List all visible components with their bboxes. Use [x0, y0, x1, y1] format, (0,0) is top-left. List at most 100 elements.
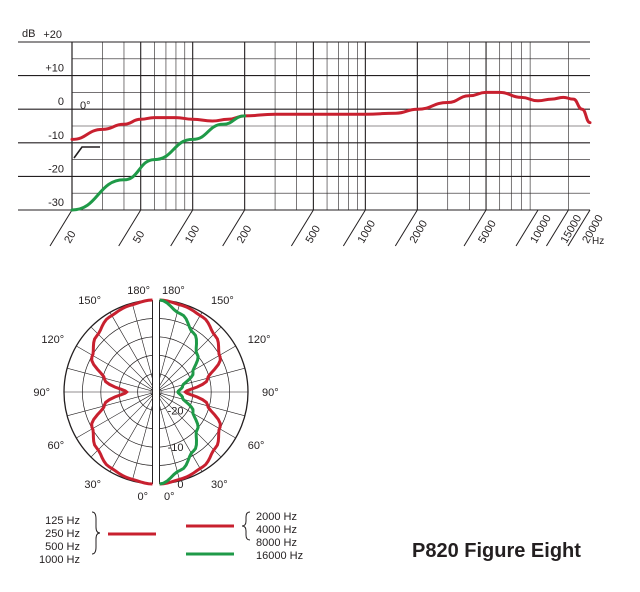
polar-series	[90, 298, 222, 486]
x-tick-label: 50	[131, 229, 148, 246]
legend-brace-left	[91, 511, 101, 555]
polar-spoke	[109, 397, 153, 472]
inset-angle-label: 0°	[80, 100, 91, 112]
polar-angle-label: 60°	[248, 440, 265, 452]
response-series-red	[70, 90, 592, 141]
x-tick-label: 1000	[356, 218, 379, 245]
x-tick-slant	[170, 209, 194, 247]
polar-spoke	[159, 393, 236, 439]
polar-angle-label: 60°	[48, 440, 65, 452]
x-tick-slant	[515, 209, 539, 247]
x-tick: 500	[304, 224, 324, 246]
polar-spoke	[109, 312, 153, 387]
y-tick-label: -10	[48, 130, 64, 142]
polar-spoke	[90, 326, 153, 389]
x-tick: 50	[131, 229, 148, 246]
response-inset: 0°	[73, 100, 100, 159]
x-tick-label: 5000	[476, 218, 499, 245]
x-tick-label: 200	[235, 224, 255, 246]
polar-curve-right-green	[159, 298, 200, 486]
polar-spoke	[67, 392, 153, 417]
polar-angle-label: 90°	[33, 387, 50, 399]
y-tick-label: +10	[45, 63, 64, 75]
polar-spoke	[159, 397, 203, 472]
x-tick: 200	[235, 224, 255, 246]
legend-label-left: 1000 Hz	[39, 554, 80, 566]
x-tick-label: 20	[62, 229, 79, 246]
legend-label-left: 500 Hz	[45, 541, 80, 553]
polar-angle-label: 30°	[84, 479, 101, 491]
polar-spoke	[159, 326, 222, 389]
frequency-response-x-axis: 20 50 100 200 500 1000 2000 5000 10000 1500020000…	[49, 209, 606, 247]
polar-spoke	[90, 395, 153, 458]
legend-label-right: 8000 Hz	[256, 537, 297, 549]
x-tick-slant	[118, 209, 142, 247]
frequency-response-grid	[18, 41, 590, 211]
x-tick-slant	[546, 209, 569, 247]
x-tick-label: 500	[304, 224, 324, 246]
chart-title: P820 Figure Eight	[412, 540, 581, 562]
polar-spoke	[131, 303, 153, 381]
frequency-response-series	[70, 90, 592, 212]
polar-labels: 180° 180° 150° 150° 120° 120° 90° 90° 60° 60° 30° 3…	[33, 285, 278, 503]
polar-angle-label: 0°	[137, 491, 148, 503]
polar-angle-label: 0°	[164, 491, 175, 503]
polar-curve-left	[90, 298, 153, 486]
polar-spoke	[159, 303, 181, 381]
x-axis-label: Hz	[592, 236, 604, 247]
x-tick-slant	[463, 209, 487, 247]
polar-angle-label: 150°	[211, 295, 234, 307]
polar-curve-right-red	[159, 298, 222, 486]
y-tick-label: -20	[48, 163, 64, 175]
polar-spoke	[159, 312, 203, 387]
y-tick-label: 0	[58, 96, 64, 108]
y-axis-label: dB	[22, 28, 35, 40]
polar-spoke	[76, 345, 153, 391]
y-tick-label: +20	[43, 29, 62, 41]
polar-angle-label: 30°	[211, 479, 228, 491]
x-tick-label: 2000	[408, 218, 431, 245]
legend-label-right: 16000 Hz	[256, 550, 303, 562]
y-tick-label: -30	[48, 197, 64, 209]
polar-radial-label: -10	[168, 442, 184, 454]
polar-angle-label: 120°	[248, 334, 271, 346]
polar-grid-left	[63, 299, 153, 485]
x-tick: 1000	[356, 218, 379, 245]
polar-radial-label: 0	[177, 479, 183, 491]
polar-spoke	[159, 392, 245, 417]
polar-spoke	[131, 403, 153, 481]
x-tick-slant	[290, 209, 314, 247]
x-tick-label: 100	[183, 224, 203, 246]
x-tick-slant	[394, 209, 418, 247]
x-tick-slant	[567, 209, 591, 247]
filter-symbol	[73, 146, 100, 159]
polar-angle-label: 150°	[78, 295, 101, 307]
polar-angle-label: 180°	[127, 285, 150, 297]
polar-spoke	[76, 393, 153, 439]
polar-radial-label: -20	[168, 405, 184, 417]
x-tick: 100	[183, 224, 203, 246]
polar-spoke	[159, 403, 181, 481]
polar-spoke	[159, 395, 222, 458]
polar-angle-label: 90°	[262, 387, 279, 399]
polar-grid	[63, 299, 249, 485]
x-tick-slant	[222, 209, 246, 247]
legend-label-left: 125 Hz	[45, 515, 80, 527]
polar-spoke	[67, 367, 153, 392]
legend-label-right: 4000 Hz	[256, 524, 297, 536]
legend-label-left: 250 Hz	[45, 528, 80, 540]
polar-spoke	[159, 367, 245, 392]
polar-angle-label: 120°	[41, 334, 64, 346]
x-tick-slant	[342, 209, 366, 247]
x-tick-slant	[49, 209, 73, 247]
x-tick: 2000	[408, 218, 431, 245]
polar-angle-label: 180°	[162, 285, 185, 297]
legend-label-right: 2000 Hz	[256, 511, 297, 523]
response-series-green	[70, 114, 247, 212]
frequency-response-y-axis: dB +20 +10 0 -10 -20 -30	[22, 28, 64, 209]
x-tick: 20	[62, 229, 79, 246]
legend-brace-right	[241, 511, 251, 541]
polar-spoke	[159, 345, 236, 391]
